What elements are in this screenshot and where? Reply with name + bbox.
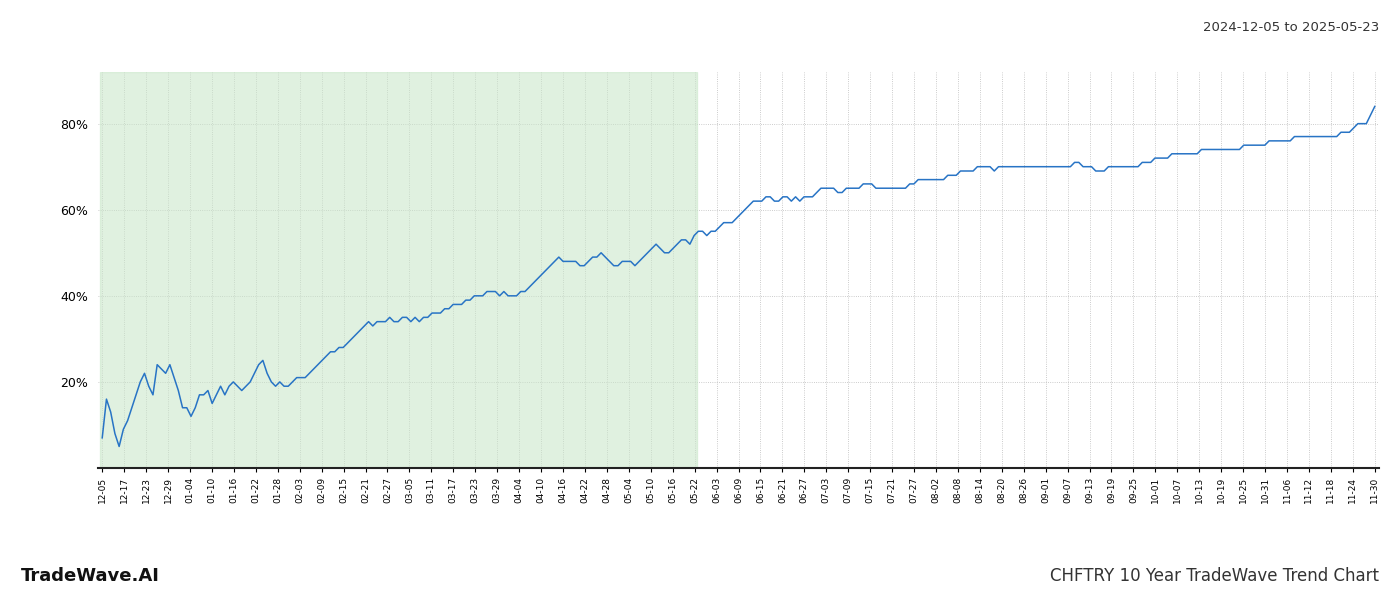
Text: TradeWave.AI: TradeWave.AI [21,567,160,585]
Text: 2024-12-05 to 2025-05-23: 2024-12-05 to 2025-05-23 [1203,21,1379,34]
Text: CHFTRY 10 Year TradeWave Trend Chart: CHFTRY 10 Year TradeWave Trend Chart [1050,567,1379,585]
Bar [101,72,697,468]
